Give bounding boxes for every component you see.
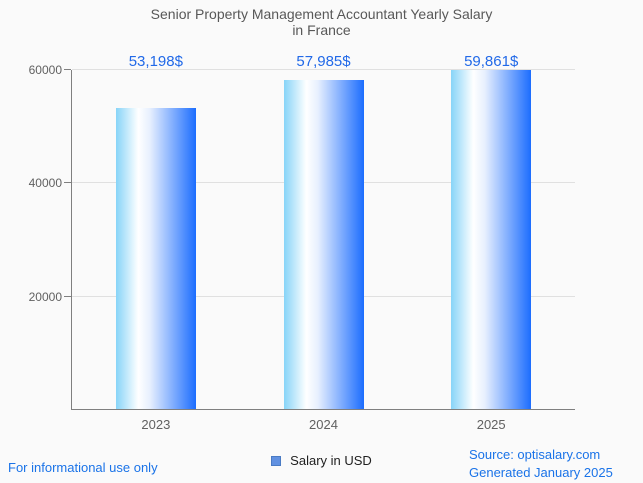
bar-2023[interactable] bbox=[115, 108, 196, 409]
generated-text: Generated January 2025 bbox=[469, 465, 613, 480]
y-axis-tick bbox=[64, 182, 71, 183]
chart-title-line1: Senior Property Management Accountant Ye… bbox=[150, 6, 493, 22]
legend-marker-icon bbox=[271, 455, 282, 466]
x-axis-label-2025: 2025 bbox=[476, 417, 506, 432]
legend[interactable]: Salary in USD bbox=[0, 453, 643, 468]
value-labels-row: 53,198$ 57,985$ 59,861$ bbox=[72, 53, 575, 70]
value-label-2024: 57,985$ bbox=[296, 53, 351, 70]
disclaimer-text: For informational use only bbox=[8, 460, 158, 475]
bar-slot bbox=[407, 70, 575, 409]
value-label-2025: 59,861$ bbox=[464, 53, 519, 70]
y-axis-tick bbox=[64, 69, 71, 70]
source-block: Source: optisalary.com Generated January… bbox=[469, 446, 613, 482]
gridline bbox=[72, 69, 575, 70]
x-axis-label-2023: 2023 bbox=[141, 417, 171, 432]
plot-area: 53,198$ 57,985$ 59,861$ 2023 2024 2025 bbox=[64, 53, 575, 432]
y-axis-tick bbox=[64, 296, 71, 297]
y-axis-tick-label: 60000 bbox=[28, 63, 62, 77]
source-text: Source: optisalary.com bbox=[469, 447, 601, 462]
legend-label: Salary in USD bbox=[290, 453, 372, 468]
chart-title-line2: in France bbox=[292, 22, 351, 38]
chart-title: Senior Property Management Accountant Ye… bbox=[0, 6, 643, 38]
y-axis-tick-label: 20000 bbox=[28, 290, 62, 304]
bar-slot bbox=[72, 70, 240, 409]
x-axis-label-2024: 2024 bbox=[309, 417, 338, 432]
bar-2025[interactable] bbox=[451, 70, 532, 409]
x-axis-labels: 2023 2024 2025 bbox=[72, 417, 575, 432]
bar-slot bbox=[240, 70, 408, 409]
y-axis-tick-label: 40000 bbox=[28, 176, 62, 190]
bar-series bbox=[72, 70, 575, 409]
bar-2024[interactable] bbox=[283, 80, 364, 409]
value-label-2023: 53,198$ bbox=[128, 53, 183, 70]
